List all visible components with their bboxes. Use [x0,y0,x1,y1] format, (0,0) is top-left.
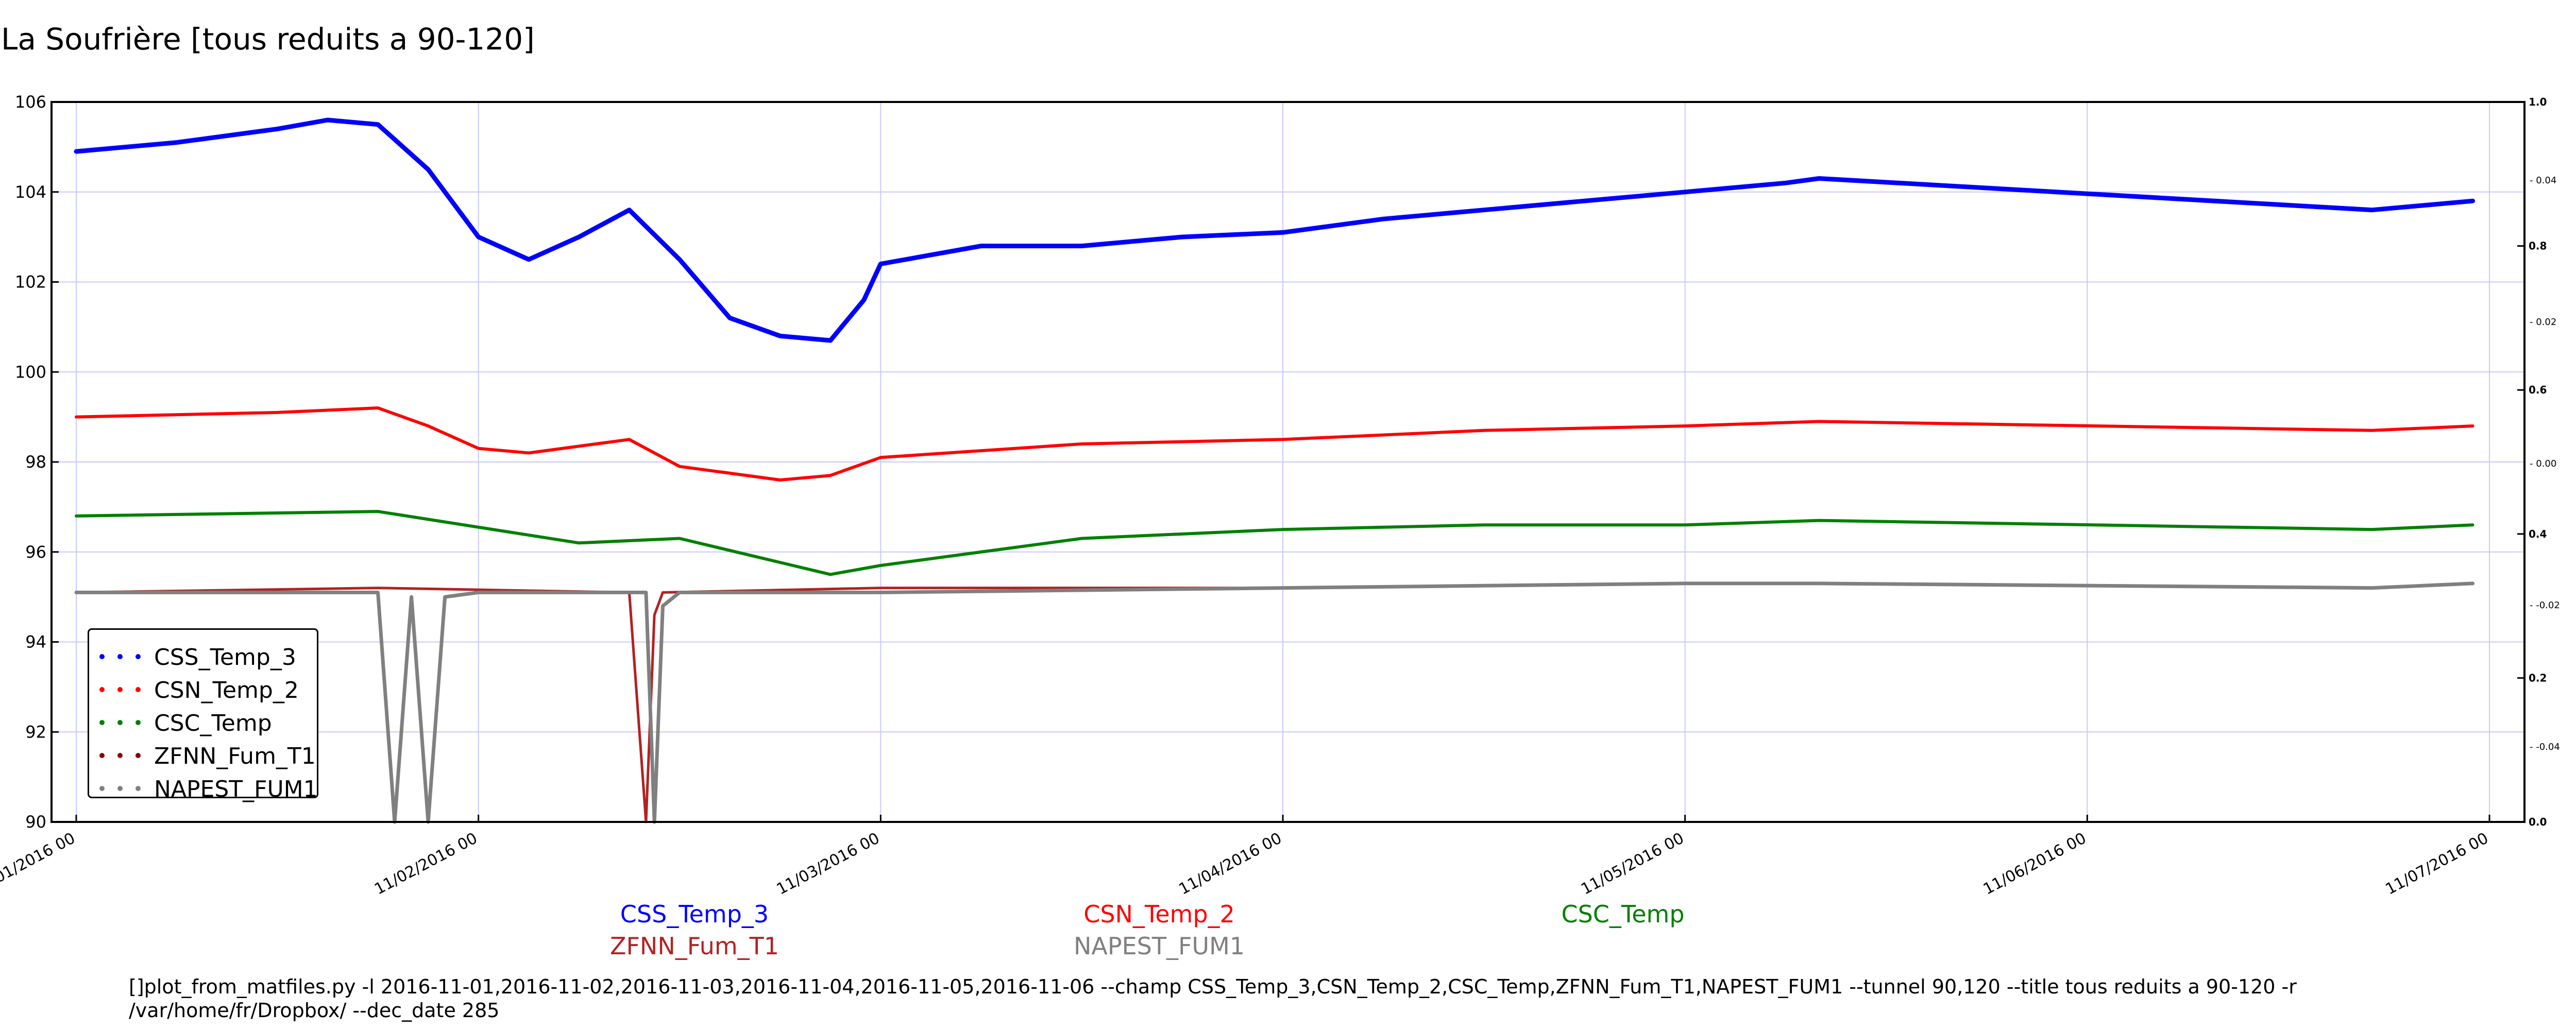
y2-tick-label: 0.2 [2529,672,2547,684]
y-tick-label: 102 [15,272,46,292]
legend-label: CSS_Temp_3 [154,644,296,671]
y-tick-label: 90 [25,812,46,832]
y2-tick-label: 0.6 [2529,384,2547,396]
y2-tick-label: 0.0 [2529,816,2547,828]
y2-small-tick-label: - 0.02 [2530,317,2556,328]
y2-small-tick-label: - 0.04 [2530,175,2556,186]
y-tick-label: 98 [25,452,46,472]
y-tick-label: 100 [15,362,46,382]
legend-marker-zfnn-fum-t1 [99,753,141,758]
legend: CSS_Temp_3 CSN_Temp_2 CSC_Temp ZFNN_Fum_… [88,628,318,802]
legend-entry-csn-temp-2: CSN_Temp_2 [99,674,299,706]
legend-label: ZFNN_Fum_T1 [154,743,316,769]
caption-csn-temp-2: CSN_Temp_2 [1083,900,1235,928]
y2-tick-label: 1.0 [2529,96,2547,108]
y-tick-label: 94 [25,632,46,652]
y-tick-label: 104 [15,182,46,202]
series-line-csn-temp-2 [75,406,2475,482]
caption-csc-temp: CSC_Temp [1561,900,1685,928]
series-line-napest-fum1 [74,581,2475,824]
y2-small-tick-label: - -0.02 [2530,600,2560,611]
legend-label: CSN_Temp_2 [154,677,299,703]
series-line-zfnn-fum-t1 [75,582,1821,823]
caption-napest-fum1: NAPEST_FUM1 [1073,932,1245,960]
y2-small-tick-label: - 0.00 [2530,458,2556,469]
y2-tick-label: 0.8 [2529,240,2547,252]
x-tick-label: 11/05/2016 00 [1578,829,1687,898]
page-title: La Soufrière [tous reduits a 90-120] [1,22,535,57]
x-tick-label: 11/07/2016 00 [2383,829,2492,898]
legend-label: NAPEST_FUM1 [154,776,318,802]
legend-marker-csn-temp-2 [99,687,141,692]
legend-marker-csc-temp [99,720,141,725]
y-tick-label: 96 [25,542,46,562]
series-line-css-temp-3 [74,117,2475,343]
legend-entry-css-temp-3: CSS_Temp_3 [99,641,296,673]
x-tick-label: 11/04/2016 00 [1176,829,1285,898]
y-tick-label: 92 [25,722,46,742]
x-tick-label: 11/02/2016 00 [371,829,480,898]
legend-marker-css-temp-3 [99,654,141,659]
series-line-csc-temp [75,510,2475,576]
legend-entry-zfnn-fum-t1: ZFNN_Fum_T1 [99,740,316,772]
legend-entry-csc-temp: CSC_Temp [99,707,272,739]
y2-small-tick-label: - -0.04 [2530,742,2560,752]
axis-layer: 11/01/2016 00 11/02/2016 00 11/03/2016 00 1… [0,92,2560,899]
x-tick-label: 11/03/2016 00 [774,829,883,898]
y2-tick-label: 0.4 [2529,528,2547,540]
caption-css-temp-3: CSS_Temp_3 [620,900,769,928]
command-line-text: []plot_from_matfiles.py -l 2016-11-01,20… [129,975,2297,1022]
legend-entry-napest-fum1: NAPEST_FUM1 [99,773,318,805]
legend-marker-napest-fum1 [99,786,141,791]
y-tick-label: 106 [15,92,46,112]
series-layer [74,117,2475,824]
x-tick-label: 11/01/2016 00 [0,829,78,898]
caption-zfnn-fum-t1: ZFNN_Fum_T1 [609,932,779,960]
grid-lines [52,101,2524,822]
x-tick-label: 11/06/2016 00 [1980,829,2089,898]
legend-label: CSC_Temp [154,710,272,736]
